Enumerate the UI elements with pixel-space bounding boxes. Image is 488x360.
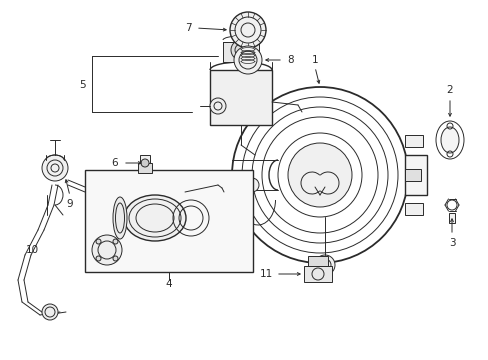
Circle shape <box>234 46 262 74</box>
Circle shape <box>230 40 250 60</box>
Bar <box>404 169 420 181</box>
Circle shape <box>42 304 58 320</box>
Circle shape <box>42 155 68 181</box>
Bar <box>404 203 422 215</box>
Bar <box>304 266 331 282</box>
Circle shape <box>96 256 101 261</box>
Text: 11: 11 <box>259 269 272 279</box>
Circle shape <box>244 178 259 192</box>
Circle shape <box>314 255 334 275</box>
Bar <box>223 42 259 62</box>
Text: 3: 3 <box>448 238 454 248</box>
Text: 10: 10 <box>25 245 39 255</box>
Text: 1: 1 <box>311 55 318 65</box>
Ellipse shape <box>113 197 127 239</box>
Bar <box>140 155 150 163</box>
Text: 6: 6 <box>111 158 118 168</box>
Circle shape <box>209 98 225 114</box>
Bar <box>209 70 271 125</box>
Circle shape <box>229 12 265 48</box>
Bar <box>138 163 152 173</box>
Circle shape <box>287 143 351 207</box>
Ellipse shape <box>440 127 458 153</box>
Circle shape <box>96 239 101 244</box>
Circle shape <box>92 235 122 265</box>
Text: 7: 7 <box>184 23 191 33</box>
Bar <box>404 135 422 147</box>
Bar <box>307 256 327 266</box>
Bar <box>448 213 454 223</box>
Text: 4: 4 <box>165 279 172 289</box>
Bar <box>404 155 426 195</box>
Text: 8: 8 <box>287 55 294 65</box>
Ellipse shape <box>124 195 185 241</box>
Text: 5: 5 <box>79 80 85 90</box>
Circle shape <box>141 159 149 167</box>
Text: 9: 9 <box>66 199 73 209</box>
Text: 2: 2 <box>446 85 452 95</box>
Circle shape <box>113 256 118 261</box>
Bar <box>85 170 252 272</box>
Circle shape <box>113 239 118 244</box>
